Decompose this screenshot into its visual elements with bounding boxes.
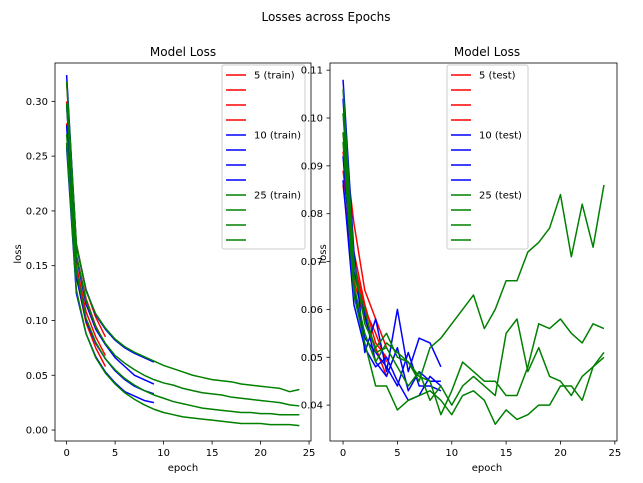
left-chart-title: Model Loss xyxy=(150,45,216,59)
left-y-tick-label: 0.10 xyxy=(26,316,48,327)
right-series-line-green-11 xyxy=(342,141,605,425)
right-chart-legend: 5 (test) 10 (test) 25 (test) xyxy=(446,64,529,250)
right-series-line-green-9 xyxy=(342,113,605,406)
right-x-tick-label: 10 xyxy=(445,448,458,459)
right-y-tick-label: 0.08 xyxy=(301,209,323,220)
right-y-tick-label: 0.10 xyxy=(301,114,323,125)
right-x-tick-label: 15 xyxy=(500,448,513,459)
right-y-tick-label: 0.05 xyxy=(301,353,323,364)
left-series-line-green-9 xyxy=(65,103,300,407)
right-chart-title: Model Loss xyxy=(454,45,520,59)
right-y-tick-label: 0.07 xyxy=(301,257,323,268)
right-x-tick-label: 25 xyxy=(608,448,621,459)
left-series-line-green-10 xyxy=(65,134,300,416)
right-series-line-blue-4 xyxy=(342,79,442,373)
left-y-tick-label: 0.25 xyxy=(26,152,48,163)
left-y-tick-label: 0.30 xyxy=(26,97,48,108)
right-chart-axes-frame xyxy=(329,62,618,442)
right-legend-label: 25 (test) xyxy=(479,191,522,202)
left-legend-label: 25 (train) xyxy=(254,191,301,202)
right-series-line-green-8 xyxy=(342,89,605,382)
left-chart-legend: 5 (train) 10 (train) 25 (train) xyxy=(221,64,306,250)
left-x-tick-label: 10 xyxy=(157,448,170,459)
left-y-tick-label: 0.05 xyxy=(26,371,48,382)
right-chart-ylabel: loss xyxy=(318,244,329,263)
right-legend-label: 5 (test) xyxy=(479,71,516,82)
left-chart-train-loss: Model Loss loss epoch 0 5 10 15 20 25 0.00 0.05… xyxy=(13,45,315,474)
left-chart-axes-frame xyxy=(54,62,312,442)
right-y-tick-label: 0.06 xyxy=(301,305,323,316)
left-legend-box xyxy=(221,64,306,250)
right-legend-label: 10 (test) xyxy=(479,131,522,142)
right-chart-xlabel: epoch xyxy=(472,463,502,474)
left-x-tick-label: 20 xyxy=(254,448,267,459)
right-x-tick-label: 0 xyxy=(340,448,346,459)
left-legend-label: 5 (train) xyxy=(254,71,295,82)
right-legend-box xyxy=(446,64,529,250)
right-series-line-green-10 xyxy=(342,132,605,416)
right-x-tick-label: 20 xyxy=(554,448,567,459)
left-series-line-green-11 xyxy=(65,142,300,427)
figure-suptitle: Losses across Epochs xyxy=(261,10,390,24)
right-y-tick-label: 0.11 xyxy=(301,66,323,77)
left-x-tick-label: 0 xyxy=(63,448,69,459)
left-x-tick-label: 5 xyxy=(112,448,118,459)
left-x-tick-label: 25 xyxy=(303,448,316,459)
left-y-tick-label: 0.00 xyxy=(26,426,48,437)
left-y-tick-label: 0.20 xyxy=(26,206,48,217)
right-y-tick-label: 0.04 xyxy=(301,401,323,412)
left-chart-ylabel: loss xyxy=(13,244,24,263)
right-y-tick-label: 0.09 xyxy=(301,161,323,172)
left-chart-xlabel: epoch xyxy=(168,463,198,474)
left-x-tick-label: 15 xyxy=(206,448,219,459)
left-series-line-green-8 xyxy=(65,81,300,393)
right-chart-test-loss: Model Loss loss epoch 0 5 10 15 20 25 0.04 0.05… xyxy=(301,45,621,474)
right-x-tick-label: 5 xyxy=(394,448,400,459)
left-legend-label: 10 (train) xyxy=(254,131,301,142)
left-y-tick-label: 0.15 xyxy=(26,261,48,272)
